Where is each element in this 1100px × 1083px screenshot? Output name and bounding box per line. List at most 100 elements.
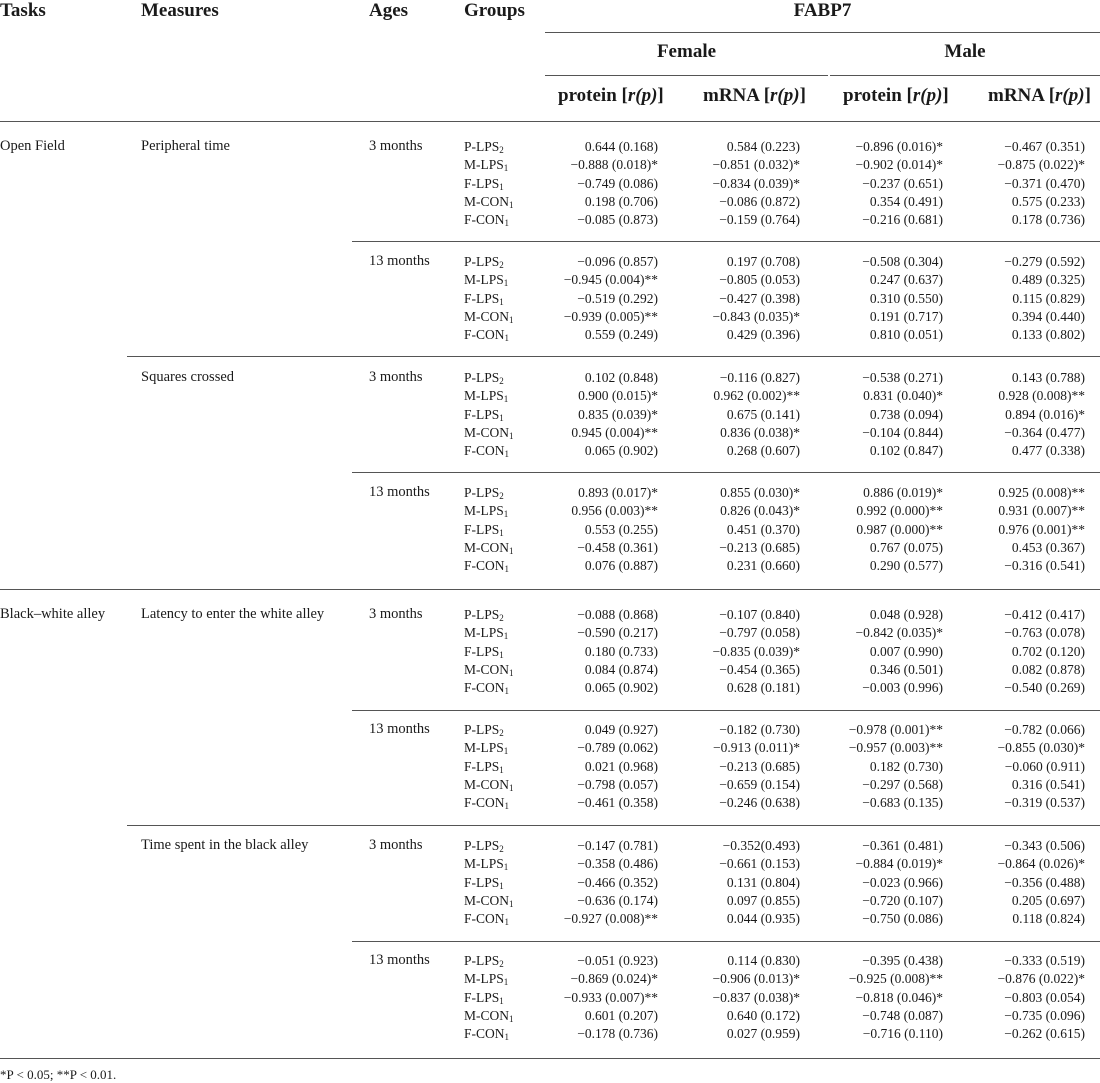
table-cell: 0.310 (0.550)	[869, 290, 943, 306]
group-list: P-LPS2 M-LPS1 F-LPS1 M-CON1 F-CON1	[464, 369, 514, 460]
male-mrna-values: −0.412 (0.417) −0.763 (0.078) 0.702 (0.120…	[1004, 606, 1085, 697]
group-label: F-LPS1	[464, 758, 514, 776]
group-subscript: 1	[509, 667, 514, 678]
table-cell: 0.945 (0.004)**	[571, 424, 658, 440]
female-mrna-values: 0.855 (0.030)* 0.826 (0.043)* 0.451 (0.370…	[719, 484, 800, 575]
table-cell: 0.178 (0.736)	[1011, 212, 1085, 228]
table-cell: 0.102 (0.847)	[869, 443, 943, 459]
group-name: M-CON	[464, 661, 510, 677]
male-mrna-values: −0.782 (0.066) −0.855 (0.030)* −0.060 (0.9…	[998, 721, 1085, 812]
age-label: 3 months	[369, 606, 423, 622]
group-label: M-CON1	[464, 892, 514, 910]
group-subscript: 1	[509, 1013, 514, 1024]
table-cell: 0.115 (0.829)	[1012, 290, 1085, 306]
group-subscript: 1	[499, 995, 504, 1006]
group-subscript: 1	[499, 181, 504, 192]
table-cell: 0.346 (0.501)	[869, 661, 943, 677]
group-name: P-LPS	[464, 485, 500, 500]
table-cell: −0.358 (0.486)	[577, 856, 658, 872]
age-label: 3 months	[369, 837, 423, 853]
group-subscript: 2	[499, 844, 504, 854]
table-cell: 0.453 (0.367)	[1011, 539, 1085, 555]
table-cell: −0.454 (0.365)	[719, 661, 800, 677]
group-name: M-LPS	[464, 971, 504, 987]
rule-male	[830, 75, 1100, 76]
group-name: M-CON	[464, 424, 510, 440]
table-cell: −0.343 (0.506)	[1004, 838, 1085, 853]
group-label: F-LPS1	[464, 989, 514, 1007]
table-cell: −0.178 (0.736)	[577, 1026, 658, 1042]
table-cell: −0.104 (0.844)	[862, 424, 943, 440]
table-cell: −0.297 (0.568)	[862, 776, 943, 792]
male-mrna-values: −0.279 (0.592) 0.489 (0.325) 0.115 (0.829)…	[1004, 253, 1085, 344]
male-protein-values: −0.508 (0.304) 0.247 (0.637) 0.310 (0.550)…	[862, 253, 943, 344]
table-cell: −0.803 (0.054)	[1004, 989, 1085, 1005]
group-name: M-LPS	[464, 625, 504, 641]
group-name: M-LPS	[464, 503, 504, 519]
female-mrna-values: 0.197 (0.708) −0.805 (0.053) −0.427 (0.398…	[713, 253, 800, 344]
group-label: P-LPS2	[464, 721, 514, 739]
table-cell: −0.364 (0.477)	[1004, 424, 1085, 440]
table-cell: −0.427 (0.398)	[719, 290, 800, 306]
male-mrna-values: −0.467 (0.351) −0.875 (0.022)* −0.371 (0.4…	[998, 138, 1085, 229]
rule-fabp7	[545, 32, 1100, 33]
group-subscript: 2	[499, 260, 504, 270]
group-subscript: 1	[503, 509, 509, 520]
table-cell: −0.213 (0.685)	[719, 758, 800, 774]
table-cell: −0.371 (0.470)	[1004, 175, 1085, 191]
table-cell: −0.213 (0.685)	[719, 539, 800, 555]
table-cell: 0.962 (0.002)**	[713, 388, 800, 404]
group-subscript: 1	[509, 199, 514, 210]
age-label: 13 months	[369, 484, 430, 500]
rule-block-separator	[127, 356, 1100, 357]
table-cell: 0.044 (0.935)	[726, 911, 800, 927]
table-cell: −0.782 (0.066)	[1004, 722, 1085, 737]
group-subscript: 1	[503, 862, 509, 873]
table-cell: −0.875 (0.022)*	[997, 157, 1085, 173]
table-cell: 0.065 (0.902)	[584, 443, 658, 459]
group-label: F-CON1	[464, 326, 514, 344]
female-protein-values: −0.051 (0.923) −0.869 (0.024)* −0.933 (0.0…	[564, 952, 658, 1043]
group-subscript: 2	[499, 613, 504, 623]
table-cell: −0.945 (0.004)**	[563, 272, 658, 288]
table-cell: −0.458 (0.361)	[577, 539, 658, 555]
group-label: M-CON1	[464, 776, 514, 794]
group-subscript: 1	[504, 686, 510, 697]
table-cell: −0.356 (0.488)	[1004, 874, 1085, 890]
table-cell: −0.316 (0.541)	[1004, 558, 1085, 574]
group-subscript: 2	[499, 959, 504, 969]
group-label: M-CON1	[464, 539, 514, 557]
table-cell: −0.818 (0.046)*	[855, 989, 943, 1005]
female-mrna-values: −0.107 (0.840) −0.797 (0.058) −0.835 (0.03…	[713, 606, 800, 697]
group-subscript: 1	[503, 746, 509, 757]
header-male: Male	[944, 41, 986, 62]
table-cell: 0.575 (0.233)	[1011, 193, 1085, 209]
group-subscript: 2	[499, 491, 504, 501]
table-cell: 0.290 (0.577)	[869, 558, 943, 574]
table-cell: −0.749 (0.086)	[577, 175, 658, 191]
group-subscript: 1	[499, 764, 504, 775]
table-cell: −0.888 (0.018)*	[570, 157, 658, 173]
group-label: F-LPS1	[464, 874, 514, 892]
group-name: F-CON	[464, 212, 505, 228]
table-cell: 0.429 (0.396)	[726, 327, 800, 343]
group-subscript: 1	[503, 278, 509, 289]
table-cell: −0.978 (0.001)**	[848, 722, 943, 737]
table-cell: 0.354 (0.491)	[869, 193, 943, 209]
group-label: M-LPS1	[464, 624, 514, 642]
group-label: M-LPS1	[464, 502, 514, 520]
group-name: M-LPS	[464, 740, 504, 756]
group-label: F-CON1	[464, 1025, 514, 1043]
table-cell: −0.750 (0.086)	[862, 911, 943, 927]
group-label: F-LPS1	[464, 521, 514, 539]
group-subscript: 1	[509, 314, 514, 325]
task-label: Black–white alley	[0, 606, 106, 622]
header-tasks: Tasks	[0, 0, 46, 21]
group-name: M-CON	[464, 1007, 510, 1023]
table-cell: 0.182 (0.730)	[869, 758, 943, 774]
header-groups: Groups	[464, 0, 525, 21]
table-cell: 0.065 (0.902)	[584, 680, 658, 696]
group-label: M-LPS1	[464, 970, 514, 988]
measure-label: Latency to enter the white alley	[141, 606, 325, 622]
group-name: F-LPS	[464, 989, 500, 1005]
